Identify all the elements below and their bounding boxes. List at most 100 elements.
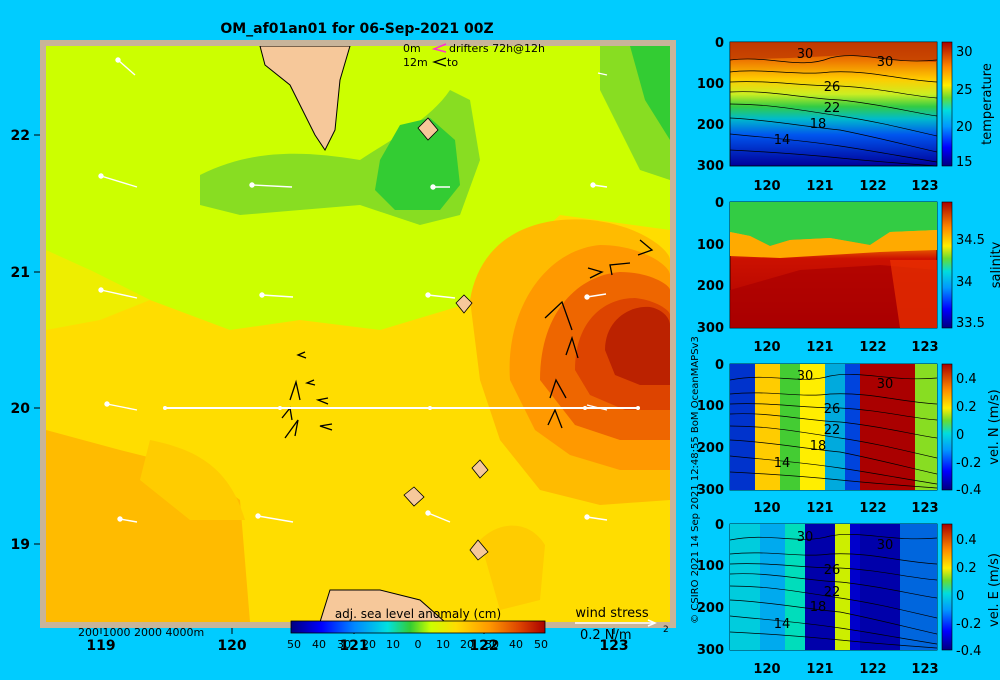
veln-cbar-0: 0 (956, 428, 964, 443)
vele-y-300: 300 (697, 643, 724, 658)
wind-stress-title: wind stress (575, 606, 649, 621)
temp-axes: 0 100 200 300 120 121 122 123 30 25 20 1… (697, 36, 995, 194)
veln-contour-label-22: 22 (824, 423, 841, 438)
veln-x-120: 120 (753, 501, 780, 516)
sal-x-121: 121 (806, 340, 833, 355)
temp-contour-label-30b: 30 (877, 55, 894, 70)
temp-x-120: 120 (753, 179, 780, 194)
temperature-contours (729, 55, 938, 167)
drifter-legend: 0m drifters 72h@12h 12m to (403, 42, 545, 69)
vele-y-100: 100 (697, 559, 724, 574)
drifter-12m-symbol (432, 57, 447, 67)
veln-x-122: 122 (859, 501, 886, 516)
temp-y-200: 200 (697, 118, 724, 133)
sal-y-300: 300 (697, 321, 724, 336)
vele-contour-label-18: 18 (810, 600, 827, 615)
veln-contour-label-14: 14 (774, 456, 791, 471)
vele-x-122: 122 (859, 662, 886, 677)
x-tick-120: 120 (217, 638, 246, 654)
vele-contour-label-14: 14 (774, 617, 791, 632)
temp-contour-label-30a: 30 (797, 47, 814, 62)
vele-colorbar (941, 523, 953, 651)
temp-x-123: 123 (911, 179, 938, 194)
sal-y-0: 0 (715, 196, 724, 211)
vele-axes: 0 100 200 300 120 121 122 123 0.4 0.2 0 … (697, 518, 1000, 677)
temp-y-0: 0 (715, 36, 724, 51)
veln-contour-label-30a: 30 (797, 369, 814, 384)
cbar-tick-1: 40 (312, 638, 326, 651)
temperature-panel: 30 30 26 22 18 14 (729, 41, 953, 167)
section-line (163, 406, 640, 410)
veln-cbar-m02: -0.2 (956, 456, 981, 471)
legend-drifters: drifters 72h@12h (449, 42, 545, 55)
y-tick-19: 19 (11, 537, 30, 553)
temp-y-100: 100 (697, 77, 724, 92)
temp-cbar-30: 30 (956, 45, 973, 60)
veln-cbar-m04: -0.4 (956, 483, 981, 498)
vele-contour-label-30b: 30 (877, 538, 894, 553)
veln-contours (729, 373, 938, 489)
temp-ylabel: temperature (980, 63, 995, 145)
credit-text: © CSIRO 2021 14 Sep 2021 12:48:55 BoM Oc… (690, 336, 701, 624)
veln-panel: 30 30 26 22 18 14 (729, 363, 953, 491)
vele-x-121: 121 (806, 662, 833, 677)
vele-x-123: 123 (911, 662, 938, 677)
salinity-panel (729, 201, 953, 329)
temp-contour-label-22: 22 (824, 101, 841, 116)
sea-level-field (46, 46, 670, 622)
temp-x-121: 121 (806, 179, 833, 194)
temp-cbar-25: 25 (956, 83, 973, 98)
depth-legend: 200 1000 2000 4000m (78, 626, 204, 639)
sal-axes: 0 100 200 300 120 121 122 123 34.5 34 33… (697, 196, 1000, 355)
vele-x-120: 120 (753, 662, 780, 677)
veln-x-123: 123 (911, 501, 938, 516)
sal-y-200: 200 (697, 279, 724, 294)
veln-contour-label-26: 26 (824, 402, 841, 417)
legend-0m: 0m (403, 42, 421, 55)
temp-y-300: 300 (697, 159, 724, 174)
veln-y-100: 100 (697, 399, 724, 414)
main-map: OM_af01an01 for 06-Sep-2021 00Z (11, 21, 676, 654)
vele-cbar-m02: -0.2 (956, 617, 981, 632)
y-tick-20: 20 (11, 401, 31, 417)
cbar-tick-5: 0 (415, 638, 422, 651)
veln-colorbar (941, 363, 953, 491)
y-tick-22: 22 (11, 128, 30, 144)
vele-panel: 30 30 26 22 18 14 (729, 523, 953, 651)
veln-ylabel: vel. N (m/s) (987, 389, 1000, 464)
drifter-tracks (281, 239, 654, 439)
wind-arrows (98, 57, 608, 523)
y-tick-21: 21 (11, 265, 30, 281)
sal-cbar-34: 34 (956, 275, 973, 290)
x-tick-122: 122 (469, 638, 498, 654)
sal-ylabel: salinity (989, 241, 1000, 288)
ssla-colorbar: adj. sea level anomaly (cm) 50 40 30 20 … (287, 607, 548, 651)
salinity-colorbar (941, 201, 953, 329)
temp-cbar-20: 20 (956, 120, 973, 135)
x-tick-119: 119 (86, 638, 115, 654)
vele-contour-label-30a: 30 (797, 530, 814, 545)
legend-12m: 12m (403, 56, 428, 69)
cbar-tick-4: 10 (386, 638, 400, 651)
vele-y-200: 200 (697, 601, 724, 616)
wind-scale-exponent: 2 (663, 625, 669, 635)
cbar-tick-3: 20 (362, 638, 376, 651)
colorbar-label: adj. sea level anomaly (cm) (335, 607, 501, 621)
cbar-tick-2: 30 (337, 638, 351, 651)
cbar-tick-9: 40 (509, 638, 523, 651)
drifter-0m-symbol (431, 43, 447, 53)
veln-cbar-04: 0.4 (956, 372, 977, 387)
sal-x-122: 122 (859, 340, 886, 355)
cbar-tick-0: 50 (287, 638, 301, 651)
vele-y-0: 0 (715, 518, 724, 533)
veln-y-200: 200 (697, 441, 724, 456)
temp-contour-label-26: 26 (824, 80, 841, 95)
cbar-tick-6: 10 (436, 638, 450, 651)
veln-contour-label-18: 18 (810, 439, 827, 454)
temp-contour-label-18: 18 (810, 117, 827, 132)
cbar-tick-8: 30 (485, 638, 499, 651)
temp-cbar-15: 15 (956, 155, 973, 170)
x-tick-121: 121 (339, 638, 368, 654)
sal-y-100: 100 (697, 238, 724, 253)
